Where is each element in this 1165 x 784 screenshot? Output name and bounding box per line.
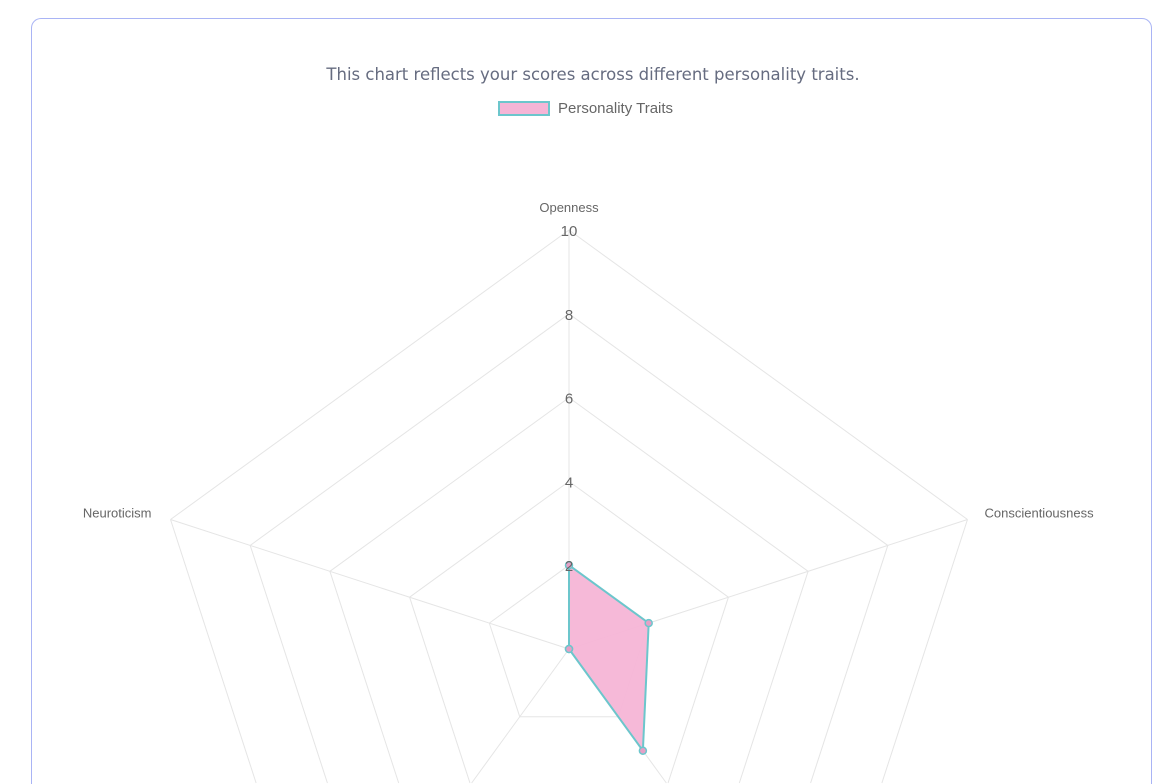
grid-ring-edge <box>329 397 570 572</box>
tick-label: 4 <box>565 474 573 491</box>
legend-label: Personality Traits <box>558 100 674 117</box>
tick-label: 2 <box>565 558 573 575</box>
data-point <box>564 644 574 654</box>
grid-ring-edge <box>881 519 968 784</box>
axis-label: Neuroticism <box>83 505 152 520</box>
grid-ring-edge <box>409 597 471 784</box>
axis-label: Conscientiousness <box>985 505 1095 520</box>
tick-label: 8 <box>565 307 573 324</box>
tick-label: 10 <box>561 223 578 240</box>
grid-ring-edge <box>568 480 729 598</box>
tick-label: 6 <box>565 391 573 408</box>
angle-line <box>170 519 570 650</box>
data-point <box>644 618 653 628</box>
grid-ring-edge <box>170 229 570 520</box>
grid-ring-edge <box>249 313 570 546</box>
grid-ring-edge <box>170 519 257 784</box>
legend-swatch <box>498 101 550 116</box>
grid-ring-edge <box>568 313 889 546</box>
series-area <box>568 563 650 754</box>
data-point <box>638 746 648 755</box>
legend-item[interactable]: Personality Traits <box>498 100 673 117</box>
grid-ring-edge <box>738 571 809 784</box>
angle-line <box>471 648 570 784</box>
grid-ring-edge <box>810 545 889 784</box>
grid-ring-edge <box>409 480 570 598</box>
grid-ring-edge <box>488 622 521 717</box>
grid-ring-edge <box>249 545 328 784</box>
chart-subtitle: This chart reflects your scores across d… <box>326 65 860 84</box>
grid-ring-edge <box>489 564 570 624</box>
grid-ring-edge <box>568 397 809 572</box>
grid-ring-edge <box>568 229 968 520</box>
grid-ring-edge <box>667 597 729 784</box>
data-point <box>564 560 574 570</box>
grid-ring-edge <box>329 571 400 784</box>
axis-label: Openness <box>539 200 599 215</box>
